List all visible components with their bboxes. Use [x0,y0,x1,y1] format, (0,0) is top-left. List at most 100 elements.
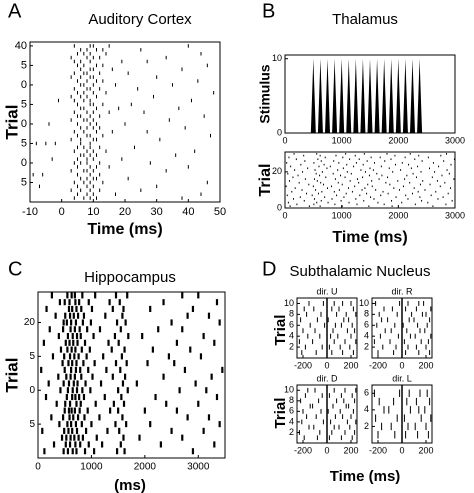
x-tick-label: 0 [399,360,404,370]
x-tick-label: 50 [214,206,226,218]
marks [40,292,224,455]
y-axis-label: Trial [2,105,21,140]
stimulus-pulse [395,58,401,133]
stimulus-pulse [402,58,408,133]
x-tick-label: 40 [182,206,194,218]
y-tick-label: 0 [29,385,35,396]
y-tick-label: 8 [289,309,294,319]
x-tick-label: 1000 [332,135,352,145]
y-tick-label: 6 [364,388,369,398]
y-tick-label: 4 [364,331,369,341]
y-tick-label: 0 [277,202,282,212]
y-tick-label: 10 [272,53,282,63]
stimulus-pulse [374,58,380,133]
x-tick-label: 3000 [187,462,210,473]
y-tick-label: 5 [29,419,35,430]
marks [298,387,357,441]
stimulus-pulse [346,58,352,133]
x-tick-label: 2000 [388,210,408,220]
x-tick-label: 0 [399,445,404,455]
y-tick-label: 5 [21,137,27,149]
y-tick-label: 4 [289,331,294,341]
y-tick-label: 4 [364,404,369,414]
y-tick-label: 5 [21,59,27,71]
stimulus-pulse [310,58,316,133]
x-tick-label: 0 [59,206,65,218]
stimulus-pulse [381,58,387,133]
x-tick-label: -200 [369,445,387,455]
x-tick-label: 0 [282,210,287,220]
x-tick-label: -200 [294,445,312,455]
stimulus-pulse [325,58,330,133]
y-tick-label: 6 [289,320,294,330]
x-tick-label: 1000 [80,462,103,473]
y-tick-label: 4 [289,416,294,426]
x-tick-label: 200 [343,445,358,455]
x-tick-label: 3000 [445,135,465,145]
y-tick-label: 20 [272,166,282,176]
y-axis-label: Trial [272,315,289,346]
chart-title: dir. R [391,286,413,296]
chart-title: dir. U [316,286,337,296]
panel-letter: B [262,0,275,22]
y-axis-label: Trial [257,164,274,197]
group-title: Subthalamic Nucleus [290,263,431,280]
stimulus-pulse [332,58,338,133]
x-tick-label: -10 [22,206,38,218]
x-axis-label: Time (ms) [330,468,401,485]
x-tick-label: -200 [294,360,312,370]
x-tick-label: 0 [282,135,287,145]
stimulus-pulse [417,58,423,133]
x-tick-label: 0 [35,462,41,473]
y-axis-label: Trial [272,398,289,429]
panel-letter: D [262,258,276,280]
marks [32,44,215,200]
x-tick-label: 0 [324,445,329,455]
y-tick-label: 10 [284,298,294,308]
x-tick-label: 200 [418,360,433,370]
panel-letter: C [8,258,22,280]
y-tick-label: 6 [289,406,294,416]
x-tick-label: 30 [151,206,163,218]
stimulus-pulse [317,58,323,133]
stimulus-pulse [367,58,373,133]
y-tick-label: 8 [364,309,369,319]
chart-title: dir. D [316,373,338,383]
x-tick-label: 0 [324,360,329,370]
marks [285,152,455,208]
y-tick-label: 10 [284,385,294,395]
x-tick-label: 2000 [134,462,157,473]
y-tick-label: 0 [277,127,282,137]
chart-title: dir. L [392,373,412,383]
y-tick-label: 5 [21,98,27,110]
x-axis-label: (ms) [114,477,146,493]
x-tick-label: 10 [87,206,99,218]
marks [310,58,423,133]
y-tick-label: 20 [24,317,36,328]
y-tick-label: 2 [364,421,369,431]
x-tick-label: -200 [369,360,387,370]
plot-area [29,41,221,203]
x-tick-label: 1000 [332,210,352,220]
x-axis-label: Time (ms) [87,221,162,238]
y-tick-label: 10 [359,298,369,308]
y-tick-label: 6 [364,320,369,330]
y-tick-label: 5 [21,176,27,188]
y-tick-label: 0 [21,118,27,130]
marks [373,389,432,439]
panel-letter: A [8,0,22,22]
y-tick-label: 5 [29,351,35,362]
chart-title: Thalamus [332,11,398,28]
x-tick-label: 20 [119,206,131,218]
x-tick-label: 3000 [445,210,465,220]
x-tick-label: 200 [418,445,433,455]
y-tick-label: 40 [15,40,27,52]
stimulus-pulse [360,58,366,133]
marks [373,301,432,355]
stimulus-pulse [339,58,345,133]
y-tick-label: 2 [289,341,294,351]
x-tick-label: 200 [343,360,358,370]
y-axis-label: Trial [2,358,21,393]
marks [298,301,357,355]
